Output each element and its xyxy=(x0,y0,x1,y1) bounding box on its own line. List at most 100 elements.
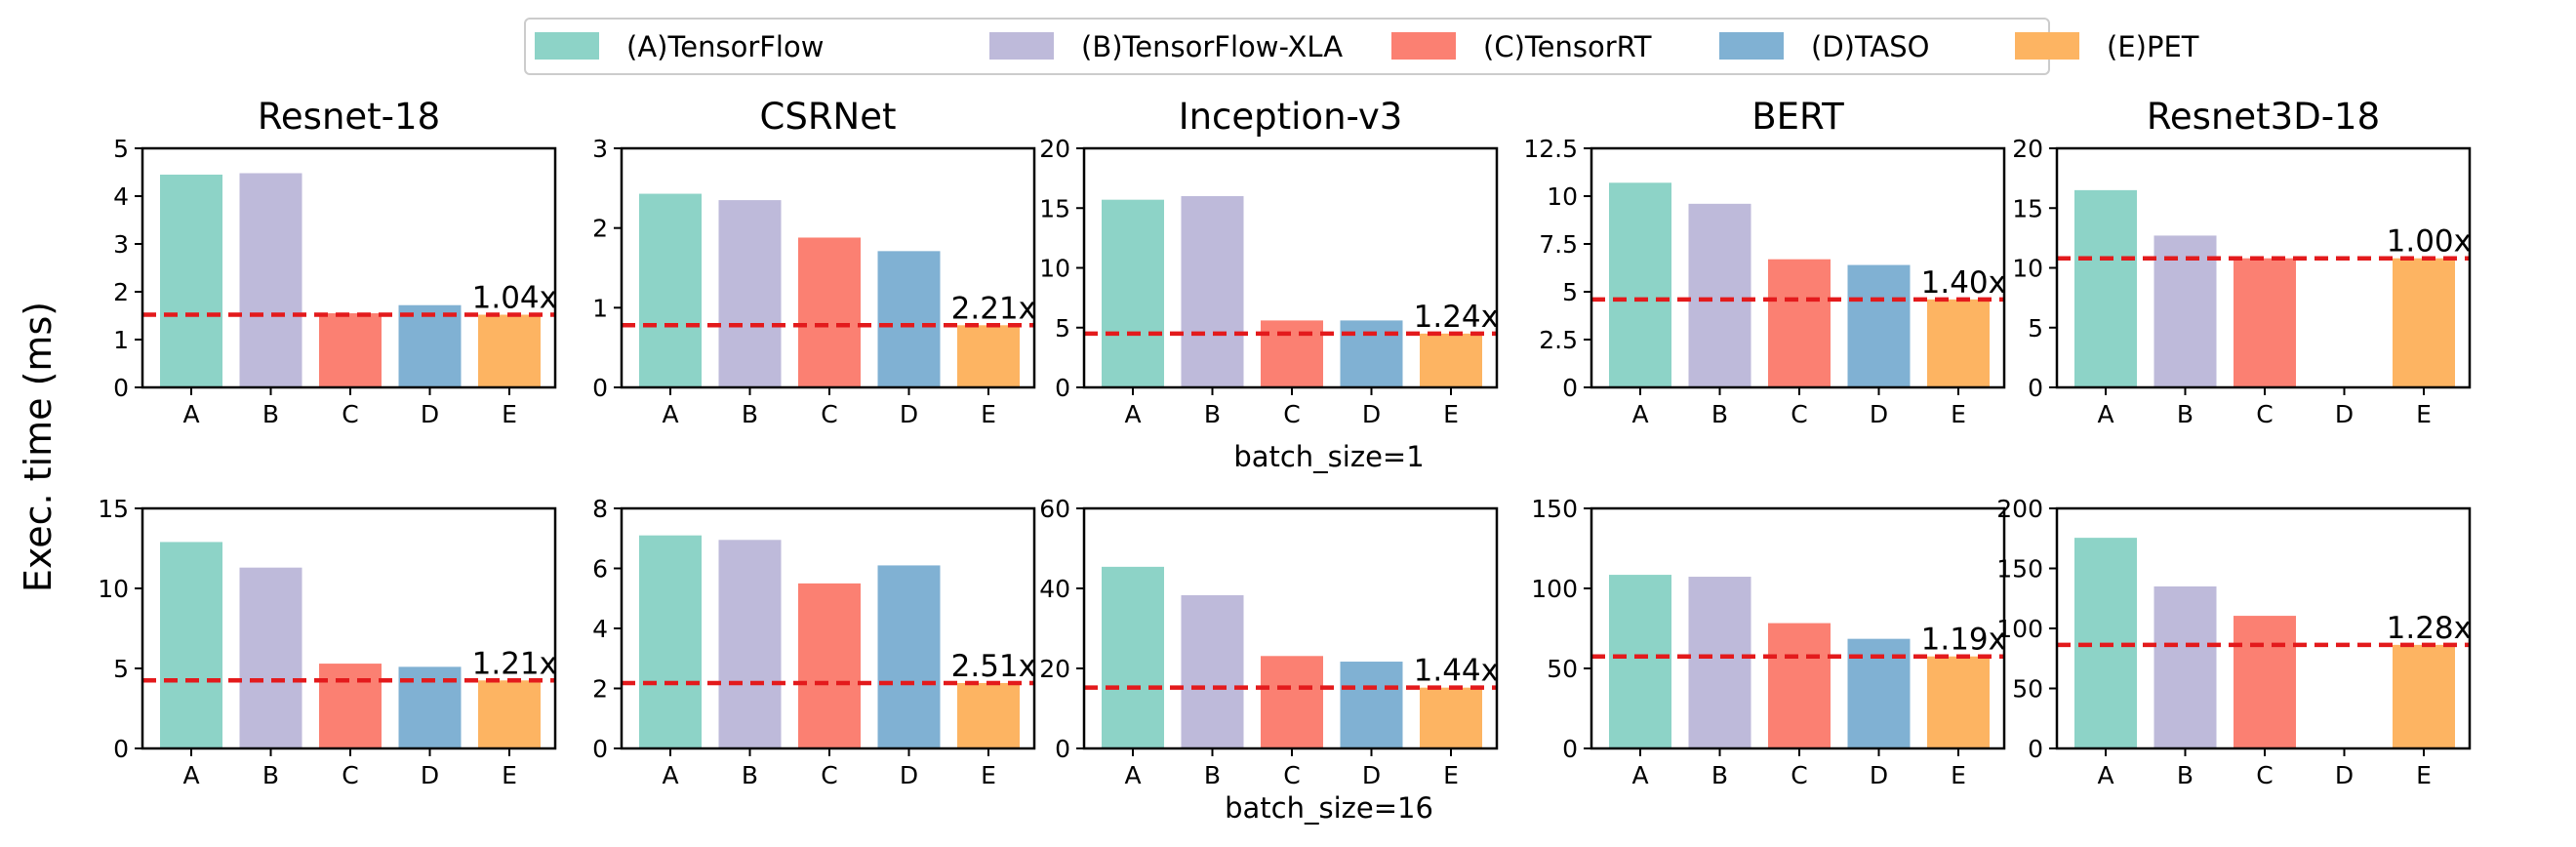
legend-label: (A)TensorFlow xyxy=(626,30,824,63)
x-tick-label: C xyxy=(2256,400,2273,428)
panel-title: BERT xyxy=(1751,96,1844,138)
y-tick-label: 20 xyxy=(1039,655,1070,683)
y-tick-label: 0 xyxy=(1055,374,1070,402)
x-tick-label: C xyxy=(1791,400,1807,428)
plot-frame xyxy=(1590,146,2006,389)
y-tick-label: 1 xyxy=(113,326,129,354)
y-tick-label: 5 xyxy=(113,135,129,163)
speedup-label: 1.24x xyxy=(1414,300,1499,335)
legend-label: (C)TensorRT xyxy=(1483,30,1652,63)
y-tick-label: 10 xyxy=(1547,182,1578,211)
y-tick-label: 4 xyxy=(592,615,608,643)
bar-d xyxy=(877,251,941,387)
x-tick-label: E xyxy=(1443,400,1459,428)
x-tick-label: D xyxy=(900,400,918,428)
y-tick-label: 5 xyxy=(1055,314,1070,343)
x-tick-label: E xyxy=(1443,761,1459,789)
y-tick-label: 50 xyxy=(1547,655,1578,683)
legend-swatch xyxy=(989,32,1054,60)
bar-e xyxy=(1927,656,1990,748)
plot-frame xyxy=(620,146,1036,389)
legend-item-b: (B)TensorFlow-XLA xyxy=(989,30,1343,63)
y-tick-label: 0 xyxy=(592,374,608,402)
chart-panel-bs1-4: 1.40x 0 2.5 5 7.5 10 12.5 A B C D E BERT xyxy=(1523,96,2006,428)
x-tick-label: E xyxy=(981,400,996,428)
x-tick-label: B xyxy=(742,400,758,428)
y-tick-label: 100 xyxy=(1996,615,2043,643)
speedup-label: 1.19x xyxy=(1921,623,2006,658)
x-tick-label: E xyxy=(2416,400,2432,428)
bar-d xyxy=(1340,320,1403,387)
plot-frame xyxy=(141,146,557,389)
bar-b xyxy=(718,540,782,748)
y-tick-label: 0 xyxy=(1562,735,1578,763)
speedup-label: 2.51x xyxy=(951,649,1036,684)
chart-panel-bs16-4: 1.19x 0 50 100 150 A B C D E xyxy=(1531,495,2006,789)
y-tick-label: 200 xyxy=(1996,495,2043,523)
x-tick-label: B xyxy=(2177,761,2194,789)
y-tick-label: 5 xyxy=(113,655,129,683)
legend-label: (E)PET xyxy=(2107,30,2199,63)
x-tick-label: A xyxy=(1124,761,1141,789)
bar-b xyxy=(1688,203,1751,387)
bar-d xyxy=(877,565,941,748)
chart-panel-bs1-1: 1.04x 0 1 2 3 4 5 A B C D E Resnet-18 xyxy=(113,96,557,428)
chart-panel-bs16-2: 2.51x 0 2 4 6 8 A B C D E xyxy=(592,495,1036,789)
bar-a xyxy=(1102,566,1164,748)
bar-c xyxy=(1261,320,1323,387)
x-tick-label: D xyxy=(1870,400,1888,428)
bar-c xyxy=(2234,616,2296,748)
x-tick-label: D xyxy=(900,761,918,789)
bar-d xyxy=(1340,662,1403,748)
panel-title: Resnet3D-18 xyxy=(2147,96,2380,138)
x-tick-label: D xyxy=(1870,761,1888,789)
x-tick-label: B xyxy=(1711,761,1728,789)
y-tick-label: 10 xyxy=(1039,255,1070,283)
bar-e xyxy=(2393,644,2455,748)
panel-title: Inception-v3 xyxy=(1179,96,1403,138)
chart-panel-bs16-3: 1.44x 0 20 40 60 A B C D E xyxy=(1039,495,1499,789)
y-tick-label: 2 xyxy=(592,675,608,704)
x-tick-label: D xyxy=(421,761,439,789)
bar-b xyxy=(239,173,302,387)
legend-swatch xyxy=(1719,32,1784,60)
bar-e xyxy=(478,680,541,748)
x-tick-label: A xyxy=(182,761,199,789)
x-tick-label: C xyxy=(2256,761,2273,789)
y-tick-label: 4 xyxy=(113,182,129,211)
y-tick-label: 2 xyxy=(113,278,129,306)
plot-frame xyxy=(141,506,557,750)
bar-b xyxy=(2153,585,2217,748)
y-tick-label: 7.5 xyxy=(1539,230,1578,259)
bar-e xyxy=(1927,299,1990,387)
x-tick-label: C xyxy=(1283,400,1300,428)
legend-item-c: (C)TensorRT xyxy=(1391,30,1652,63)
y-tick-label: 2 xyxy=(592,215,608,243)
y-tick-label: 0 xyxy=(113,735,129,763)
speedup-label: 2.21x xyxy=(951,291,1036,326)
y-tick-label: 15 xyxy=(1039,194,1070,222)
y-tick-label: 6 xyxy=(592,555,608,584)
x-tick-label: B xyxy=(262,761,279,789)
y-tick-label: 1 xyxy=(592,294,608,322)
legend: (A)TensorFlow (B)TensorFlow-XLA (C)TensorR… xyxy=(524,18,2199,75)
bar-a xyxy=(160,542,222,748)
x-tick-label: C xyxy=(821,400,837,428)
bar-b xyxy=(718,200,782,387)
chart-panel-bs16-1: 1.21x 0 5 10 15 A B C D E xyxy=(98,495,557,789)
x-tick-label: E xyxy=(502,400,517,428)
x-tick-label: E xyxy=(981,761,996,789)
speedup-label: 1.00x xyxy=(2387,224,2472,260)
bar-e xyxy=(478,314,541,387)
x-tick-label: E xyxy=(1951,400,1966,428)
legend-label: (D)TASO xyxy=(1811,30,1930,63)
y-tick-label: 5 xyxy=(1562,278,1578,306)
y-tick-label: 8 xyxy=(592,495,608,523)
x-tick-label: B xyxy=(1204,400,1221,428)
y-tick-label: 0 xyxy=(1055,735,1070,763)
chart-panel-bs1-2: 2.21x 0 1 2 3 A B C D E CSRNet xyxy=(592,96,1036,428)
bar-c xyxy=(1768,623,1831,748)
x-tick-label: D xyxy=(2335,400,2354,428)
x-tick-label: E xyxy=(1951,761,1966,789)
bar-c xyxy=(319,313,382,387)
